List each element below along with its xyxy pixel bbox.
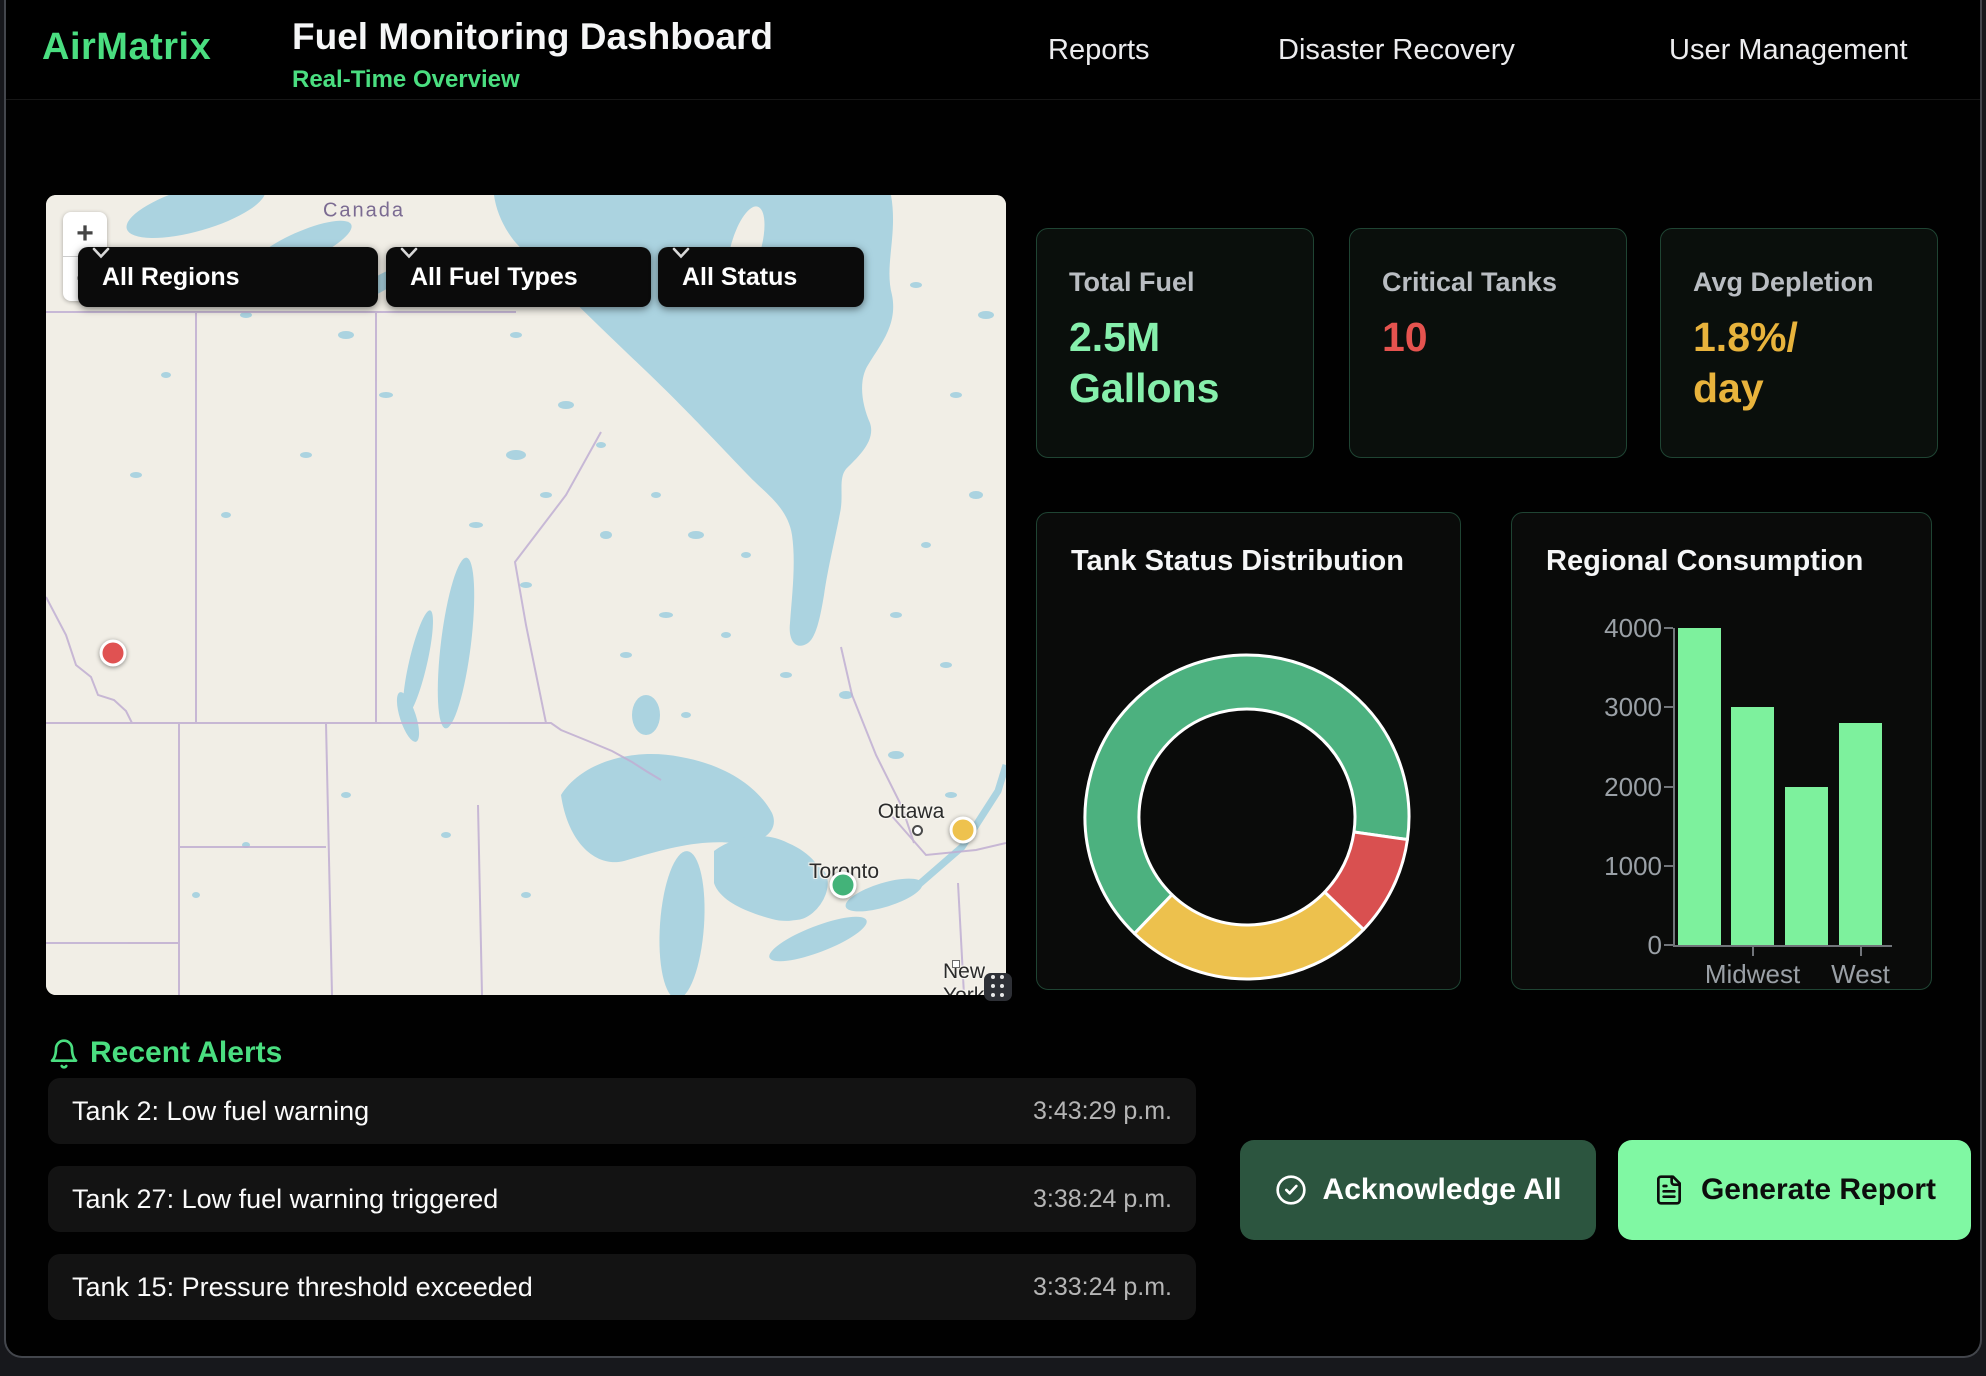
alert-text: Tank 27: Low fuel warning triggered [72,1184,498,1215]
acknowledge-all-label: Acknowledge All [1323,1173,1562,1207]
bell-icon [48,1036,80,1072]
alert-row[interactable]: Tank 15: Pressure threshold exceeded 3:33… [48,1254,1196,1320]
ottawa-city-icon [912,825,923,836]
x-tick-mark [1860,947,1862,956]
y-tick-mark [1664,865,1673,867]
stat-label: Total Fuel [1069,267,1281,298]
bar-west [1839,723,1882,945]
bar-chart-card: Regional Consumption 40003000200010000Mi… [1511,512,1932,990]
y-tick-mark [1664,627,1673,629]
map-label-new-york: New York [943,960,985,995]
page-title: Fuel Monitoring Dashboard [292,16,773,58]
acknowledge-all-button[interactable]: Acknowledge All [1240,1140,1596,1240]
page-subtitle: Real-Time Overview [292,66,520,94]
page-footer-strip [0,1358,1986,1376]
check-circle-icon [1275,1174,1307,1206]
donut-chart [1037,513,1462,991]
nav-item-user-management[interactable]: User Management [1669,0,1908,100]
stat-card-critical-tanks: Critical Tanks 10 [1349,228,1627,458]
stat-label: Critical Tanks [1382,267,1594,298]
donut-chart-title: Tank Status Distribution [1071,545,1404,578]
stat-card-total-fuel: Total Fuel 2.5MGallons [1036,228,1314,458]
map-label-ottawa: Ottawa [878,800,945,824]
alert-row[interactable]: Tank 2: Low fuel warning 3:43:29 p.m. [48,1078,1196,1144]
stat-value: 1.8%/day [1693,312,1905,415]
map-marker-warning[interactable] [950,817,977,844]
stat-value: 10 [1382,312,1594,363]
bar-region-3 [1785,787,1828,946]
y-tick-label: 4000 [1602,613,1662,644]
y-tick-mark [1664,706,1673,708]
y-axis [1673,628,1675,947]
alert-time: 3:33:24 p.m. [1033,1273,1172,1302]
alert-text: Tank 2: Low fuel warning [72,1096,369,1127]
filter-label: All Fuel Types [410,263,578,292]
newyork-city-icon [952,960,960,968]
chevron-down-icon [672,247,690,259]
donut-segment-warning [1134,892,1363,979]
bar-midwest [1731,707,1774,945]
stat-value: 2.5MGallons [1069,312,1281,415]
map-canvas[interactable]: CanadaOttawaTorontoNew York + − All Regi… [46,195,1006,995]
stat-card-avg-depletion: Avg Depletion 1.8%/day [1660,228,1938,458]
generate-report-label: Generate Report [1701,1173,1936,1207]
alert-time: 3:43:29 p.m. [1033,1097,1172,1126]
y-tick-label: 3000 [1602,692,1662,723]
y-tick-label: 2000 [1602,772,1662,803]
stat-label: Avg Depletion [1693,267,1905,298]
app-header: AirMatrix Fuel Monitoring Dashboard Real… [6,0,1980,100]
alerts-section-title: Recent Alerts [90,1036,282,1070]
chevron-down-icon [92,247,110,259]
map-marker-normal[interactable] [830,872,857,899]
y-tick-label: 0 [1602,930,1662,961]
map-label-canada: Canada [323,200,405,223]
alert-row[interactable]: Tank 27: Low fuel warning triggered 3:38:… [48,1166,1196,1232]
y-tick-label: 1000 [1602,851,1662,882]
alert-time: 3:38:24 p.m. [1033,1185,1172,1214]
filter-label: All Status [682,263,797,292]
map-marker-critical[interactable] [100,640,127,667]
dashboard-root: AirMatrix Fuel Monitoring Dashboard Real… [0,0,1986,1376]
chevron-down-icon [400,247,418,259]
bar-region-1 [1678,628,1721,945]
x-tick-label: Midwest [1705,959,1800,990]
nav-item-reports[interactable]: Reports [1048,0,1150,100]
brand-logo: AirMatrix [42,26,211,69]
app-panel: AirMatrix Fuel Monitoring Dashboard Real… [4,0,1982,1358]
filter-all-fuel-types[interactable]: All Fuel Types [386,247,651,307]
y-tick-mark [1664,944,1673,946]
donut-chart-card: Tank Status Distribution [1036,512,1461,990]
x-tick-mark [1752,947,1754,956]
bar-chart: 4000 3000 2000 1000 0 Midwest West [1512,513,1933,991]
y-tick-mark [1664,786,1673,788]
alert-text: Tank 15: Pressure threshold exceeded [72,1272,533,1303]
map-resize-handle[interactable] [984,973,1012,1001]
generate-report-button[interactable]: Generate Report [1618,1140,1971,1240]
nav-item-disaster-recovery[interactable]: Disaster Recovery [1278,0,1515,100]
filter-all-regions[interactable]: All Regions [78,247,378,307]
filter-label: All Regions [102,263,240,292]
file-text-icon [1653,1174,1685,1206]
filter-all-status[interactable]: All Status [658,247,864,307]
x-tick-label: West [1831,959,1890,990]
